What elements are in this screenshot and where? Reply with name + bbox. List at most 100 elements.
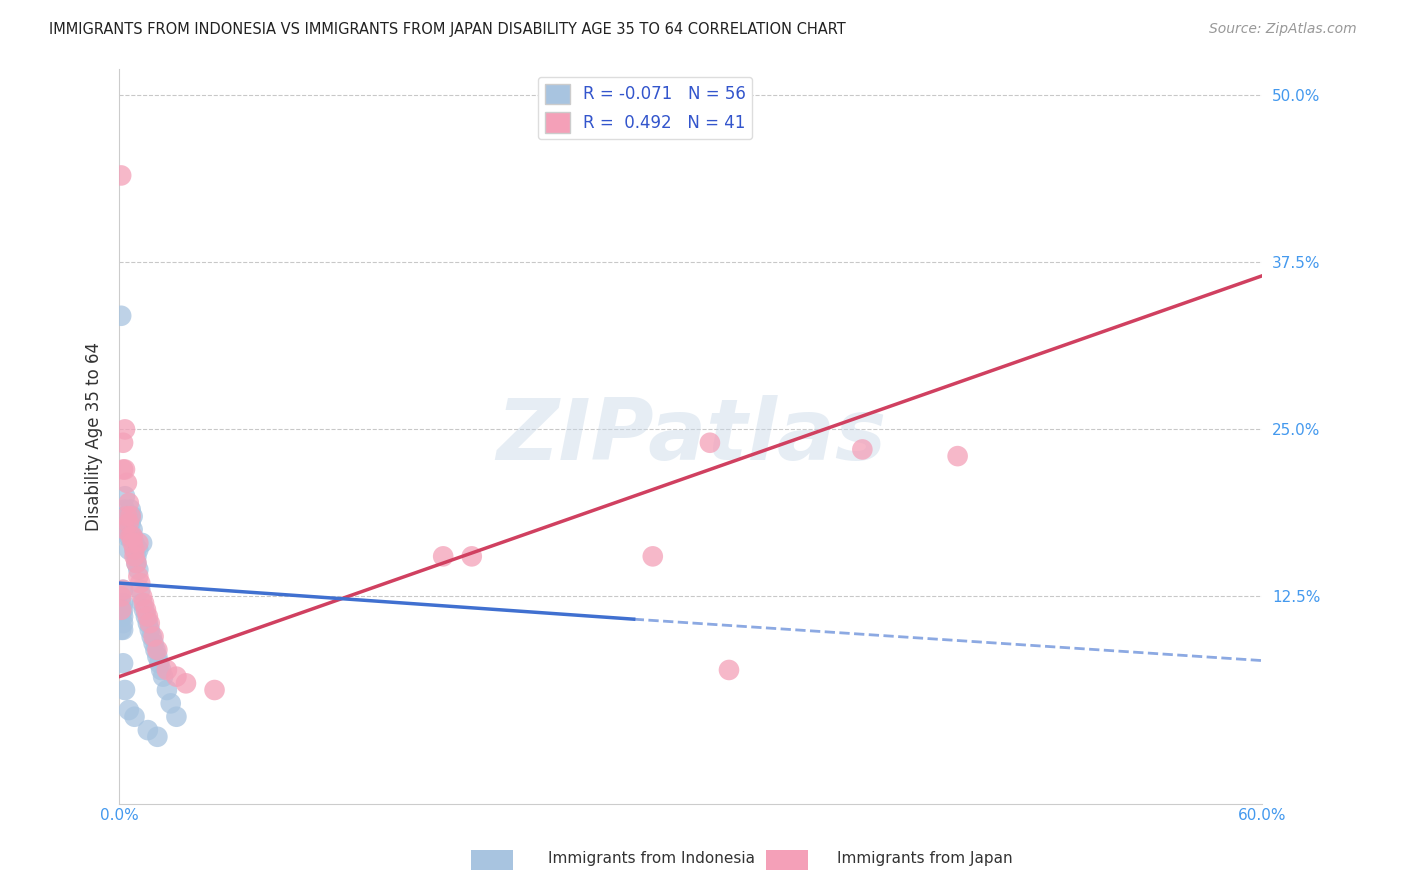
- Point: [204, 683, 226, 698]
- Point: [165, 710, 187, 724]
- Point: [110, 590, 132, 604]
- Point: [131, 590, 153, 604]
- Point: [156, 683, 179, 698]
- Point: [114, 523, 136, 537]
- Point: [114, 683, 136, 698]
- Point: [152, 670, 174, 684]
- Point: [121, 529, 143, 543]
- Point: [139, 616, 162, 631]
- Point: [159, 697, 181, 711]
- Point: [129, 576, 152, 591]
- Point: [121, 523, 143, 537]
- Point: [112, 435, 135, 450]
- Point: [118, 542, 141, 557]
- Point: [124, 710, 146, 724]
- Point: [129, 582, 152, 597]
- Point: [115, 516, 138, 530]
- Point: [125, 556, 148, 570]
- Point: [717, 663, 740, 677]
- Point: [110, 609, 132, 624]
- Point: [114, 502, 136, 516]
- Point: [127, 563, 149, 577]
- Point: [125, 549, 148, 564]
- Point: [851, 442, 873, 457]
- Point: [136, 616, 159, 631]
- Point: [115, 509, 138, 524]
- Point: [114, 509, 136, 524]
- Point: [146, 730, 169, 744]
- Text: Source: ZipAtlas.com: Source: ZipAtlas.com: [1209, 22, 1357, 37]
- Point: [131, 536, 153, 550]
- Point: [146, 643, 169, 657]
- Point: [118, 496, 141, 510]
- Point: [131, 596, 153, 610]
- Point: [112, 616, 135, 631]
- Text: Immigrants from Indonesia: Immigrants from Indonesia: [548, 851, 755, 865]
- Text: Immigrants from Japan: Immigrants from Japan: [837, 851, 1012, 865]
- Point: [124, 542, 146, 557]
- Point: [112, 609, 135, 624]
- Point: [112, 603, 135, 617]
- Point: [120, 516, 142, 530]
- Point: [120, 509, 142, 524]
- Point: [946, 449, 969, 463]
- Point: [114, 422, 136, 436]
- Point: [132, 603, 155, 617]
- Point: [112, 657, 135, 671]
- Point: [114, 523, 136, 537]
- Point: [124, 536, 146, 550]
- Point: [142, 636, 165, 650]
- Point: [112, 582, 135, 597]
- Y-axis label: Disability Age 35 to 64: Disability Age 35 to 64: [86, 342, 103, 531]
- Point: [120, 529, 142, 543]
- Point: [112, 582, 135, 597]
- Text: IMMIGRANTS FROM INDONESIA VS IMMIGRANTS FROM JAPAN DISABILITY AGE 35 TO 64 CORRE: IMMIGRANTS FROM INDONESIA VS IMMIGRANTS …: [49, 22, 846, 37]
- Point: [145, 643, 167, 657]
- Point: [115, 475, 138, 490]
- Point: [699, 435, 721, 450]
- Point: [127, 536, 149, 550]
- Point: [148, 657, 170, 671]
- Point: [641, 549, 664, 564]
- Point: [139, 623, 162, 637]
- Point: [121, 509, 143, 524]
- Point: [115, 509, 138, 524]
- Point: [124, 549, 146, 564]
- Point: [432, 549, 454, 564]
- Point: [135, 609, 157, 624]
- Point: [165, 670, 187, 684]
- Point: [174, 676, 197, 690]
- Point: [124, 542, 146, 557]
- Point: [110, 603, 132, 617]
- Point: [132, 596, 155, 610]
- Point: [114, 489, 136, 503]
- Point: [114, 462, 136, 476]
- Point: [150, 663, 173, 677]
- Point: [110, 309, 132, 323]
- Point: [112, 462, 135, 476]
- Point: [146, 649, 169, 664]
- Point: [118, 703, 141, 717]
- Point: [121, 529, 143, 543]
- Point: [127, 542, 149, 557]
- Point: [156, 663, 179, 677]
- Point: [115, 529, 138, 543]
- Legend: R = -0.071   N = 56, R =  0.492   N = 41: R = -0.071 N = 56, R = 0.492 N = 41: [538, 77, 752, 139]
- Point: [120, 509, 142, 524]
- Point: [141, 630, 163, 644]
- Point: [127, 569, 149, 583]
- Point: [118, 523, 141, 537]
- Text: ZIPatlas: ZIPatlas: [496, 394, 886, 477]
- Point: [112, 623, 135, 637]
- Point: [110, 596, 132, 610]
- Point: [125, 556, 148, 570]
- Point: [121, 536, 143, 550]
- Point: [135, 603, 157, 617]
- Point: [120, 502, 142, 516]
- Point: [118, 529, 141, 543]
- Point: [110, 623, 132, 637]
- Point: [142, 630, 165, 644]
- Point: [118, 516, 141, 530]
- Point: [110, 169, 132, 183]
- Point: [112, 596, 135, 610]
